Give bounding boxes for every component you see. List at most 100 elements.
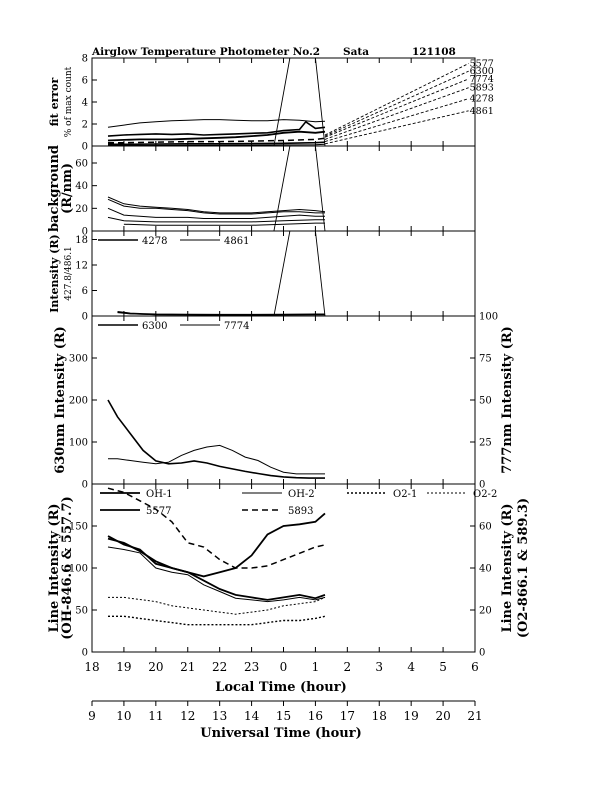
y-tick-label: 6 [82, 76, 88, 87]
line-label-4278: 4278 [470, 94, 494, 105]
universal-tick-label: 17 [340, 709, 355, 723]
y-tick-label: 300 [69, 354, 88, 365]
local-tick-label: 5 [439, 660, 447, 674]
y-tick-label: 40 [75, 181, 88, 192]
universal-tick-label: 18 [372, 709, 387, 723]
universal-tick-label: 20 [435, 709, 450, 723]
y-tick-label: 20 [75, 204, 88, 215]
series-line-bg1 [107, 196, 326, 214]
dashed-line-4278 [324, 98, 469, 143]
y-tick-label: 0 [82, 480, 88, 491]
local-tick-label: 1 [312, 660, 320, 674]
series-line-4861 [117, 312, 325, 316]
local-tick-label: 19 [116, 660, 131, 674]
y-right-tick-label: 40 [479, 564, 492, 575]
y-right-tick-label: 100 [479, 312, 498, 323]
panel-fit-error: 0 2 4 6 8 fit error% of max count 557763007774… [48, 54, 494, 153]
line-label-7774: 7774 [470, 74, 494, 85]
y-tick-label: 100 [69, 564, 88, 575]
local-time-label: Local Time (hour) [215, 680, 347, 695]
legend-label-7774: 7774 [224, 321, 249, 332]
legend-label-5893: 5893 [288, 506, 313, 517]
y-tick-label: 0 [82, 312, 88, 323]
local-tick-label: 21 [180, 660, 195, 674]
universal-tick-label: 21 [467, 709, 482, 723]
y-axis-label: 630nm Intensity (R) [53, 326, 68, 474]
moon-marker [273, 230, 326, 317]
y-right-axis-label: 777nm Intensity (R) [500, 326, 515, 474]
header-title: Airglow Temperature Photometer No.2 [91, 46, 320, 58]
universal-time-label: Universal Time (hour) [200, 726, 362, 741]
y-axis-label-2: 427.8/486.1 [64, 246, 74, 301]
series-line-6300 [107, 120, 326, 137]
series-line-7774 [107, 119, 326, 128]
y-right-axis-label: Line Intensity (R) [500, 503, 515, 632]
header-site: Sata [343, 46, 369, 58]
local-tick-label: 18 [84, 660, 99, 674]
moon-marker [273, 57, 326, 147]
series-line-5893 [108, 137, 326, 144]
header-date: 121108 [412, 46, 456, 58]
line-label-5577: 5577 [470, 59, 494, 70]
panel-frame [91, 315, 476, 485]
universal-tick-label: 14 [244, 709, 260, 723]
y-tick-label: 150 [69, 522, 88, 533]
line-label-6300: 6300 [470, 66, 494, 77]
series-line-bg5 [123, 222, 325, 226]
local-tick-label: 3 [375, 660, 383, 674]
y-right-tick-label: 0 [479, 480, 485, 491]
local-time-axis: 18 19 20 21 22 23 0 1 2 3 4 5 6 [84, 660, 478, 674]
local-tick-label: 0 [280, 660, 288, 674]
series-line-4278 [108, 141, 326, 146]
y-tick-label: 4 [82, 98, 88, 109]
y-axis-label-2: (OH-846.6 & 557.7) [60, 496, 75, 640]
universal-tick-label: 11 [148, 709, 163, 723]
local-tick-label: 22 [212, 660, 227, 674]
y-axis-label: Line Intensity (R) [47, 503, 62, 632]
y-tick-label: 0 [82, 648, 88, 659]
series-line-bg2 [107, 198, 325, 215]
series-line-7774 [108, 444, 325, 475]
local-tick-label: 2 [344, 660, 352, 674]
y-right-tick-label: 50 [479, 396, 492, 407]
y-tick-label: 100 [69, 438, 88, 449]
y-right-tick-label: 20 [479, 606, 492, 617]
y-axis-label-2: % of max count [64, 66, 74, 137]
series-line-5577 [107, 130, 326, 142]
y-tick-label: 50 [75, 606, 88, 617]
y-tick-label: 2 [82, 120, 88, 131]
y-right-tick-label: 75 [479, 354, 492, 365]
universal-tick-label: 15 [276, 709, 291, 723]
dashed-line-5893 [324, 87, 469, 140]
y-tick-label: 12 [75, 261, 88, 272]
local-tick-label: 4 [407, 660, 415, 674]
universal-time-axis: 9 10 11 12 13 14 15 16 17 18 19 20 21 [88, 700, 483, 723]
y-tick-label: 60 [75, 159, 88, 170]
series-line-5577 [107, 512, 326, 578]
y-right-tick-label: 60 [479, 522, 492, 533]
y-right-axis-label-2: (O2-866.1 & 589.3) [516, 498, 531, 638]
panel-frame [91, 145, 476, 232]
legend-label-6300: 6300 [142, 321, 167, 332]
dashed-line-4861 [324, 110, 469, 145]
y-tick-label: 0 [82, 142, 88, 153]
series-line-OH-2 [107, 546, 326, 603]
y-tick-label: 200 [69, 396, 88, 407]
series-line-6300 [107, 399, 325, 479]
legend-label-O2-1: O2-1 [393, 489, 417, 500]
universal-tick-label: 10 [116, 709, 131, 723]
universal-tick-label: 9 [88, 709, 96, 723]
series-line-bg3 [107, 207, 325, 219]
dashed-line-6300 [324, 70, 469, 137]
dashed-line-7774 [324, 78, 469, 138]
series-line-5893 [107, 487, 326, 569]
y-tick-label: 6 [82, 286, 88, 297]
legend-label-4861: 4861 [224, 236, 249, 247]
y-tick-label: 18 [75, 235, 88, 246]
local-tick-label: 20 [148, 660, 163, 674]
local-tick-label: 23 [244, 660, 259, 674]
